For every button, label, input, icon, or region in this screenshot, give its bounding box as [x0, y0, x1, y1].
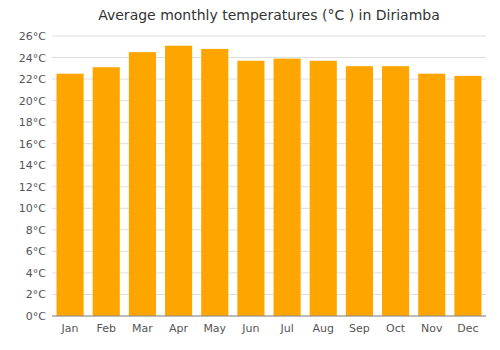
x-tick-label: Mar [132, 322, 153, 335]
bar [454, 76, 481, 316]
y-tick-label: 24°C [19, 52, 46, 65]
y-tick-label: 14°C [19, 159, 46, 172]
bar [310, 61, 337, 316]
x-tick-label: Sep [349, 322, 370, 335]
y-tick-label: 26°C [19, 30, 46, 43]
title: Average monthly temperatures (°C ) in Di… [98, 7, 440, 23]
y-tick-label: 22°C [19, 73, 46, 86]
bar [129, 52, 156, 316]
y-tick-label: 6°C [26, 245, 46, 258]
y-tick-label: 16°C [19, 138, 46, 151]
x-axis-line [52, 316, 486, 317]
y-tick-label: 10°C [19, 202, 46, 215]
bar [346, 66, 373, 316]
y-tick-label: 2°C [26, 288, 46, 301]
bar [57, 74, 84, 316]
bar [165, 46, 192, 316]
y-tick-label: 0°C [26, 310, 46, 323]
bar [237, 61, 264, 316]
x-tick-label: Dec [457, 322, 478, 335]
grid-line [52, 36, 486, 37]
x-tick-label: May [203, 322, 226, 335]
x-tick-label: Aug [313, 322, 334, 335]
bar [274, 59, 301, 316]
x-tick-label: Jan [61, 322, 79, 335]
y-tick-label: 12°C [19, 181, 46, 194]
chart: Average monthly temperatures (°C ) in Di… [0, 0, 500, 350]
x-tick-label: Nov [421, 322, 443, 335]
bar [418, 74, 445, 316]
x-tick-label: Feb [97, 322, 116, 335]
x-tick-label: Jul [279, 322, 293, 335]
y-tick-label: 8°C [26, 224, 46, 237]
y-tick-label: 4°C [26, 267, 46, 280]
bar [382, 66, 409, 316]
y-tick-label: 18°C [19, 116, 46, 129]
x-tick-label: Jun [241, 322, 259, 335]
grid-line [52, 57, 486, 58]
bar [201, 49, 228, 316]
grid-line [52, 316, 486, 317]
bar [93, 67, 120, 316]
x-tick-label: Oct [386, 322, 406, 335]
y-tick-label: 20°C [19, 95, 46, 108]
grid [52, 36, 486, 316]
bars [57, 46, 482, 316]
x-tick-label: Apr [169, 322, 189, 335]
